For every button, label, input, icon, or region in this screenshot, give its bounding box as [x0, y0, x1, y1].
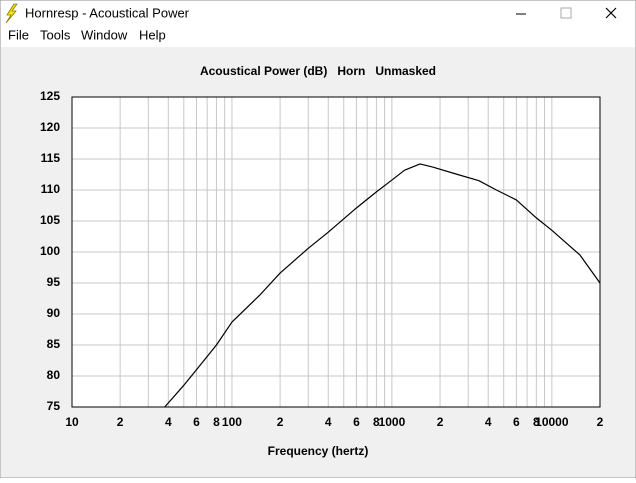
x-tick-label: 1000 [379, 415, 406, 429]
grid [71, 96, 601, 408]
title-and-menu-bar [1, 1, 635, 47]
x-tick-label: 10000 [535, 415, 569, 429]
window-title: Hornresp - Acoustical Power [25, 5, 190, 20]
y-tick-label: 125 [40, 89, 60, 103]
y-tick-label: 115 [41, 151, 61, 165]
x-tick-label: 8 [373, 415, 380, 429]
menu-item[interactable]: Tools [40, 27, 71, 42]
plot [164, 163, 601, 408]
x-tick-label: 2 [597, 415, 604, 429]
menu-item[interactable]: Window [81, 27, 128, 42]
app-icon [5, 3, 18, 24]
x-tick-label: 2 [437, 415, 444, 429]
x-tick-label: 6 [193, 415, 200, 429]
x-tick-label: 4 [325, 415, 332, 429]
y-tick-label: 100 [40, 244, 60, 258]
x-tick-label: 6 [353, 415, 360, 429]
x-tick-label: 6 [513, 415, 520, 429]
menu-item[interactable]: Help [139, 27, 166, 42]
y-tick-label: 75 [47, 399, 61, 413]
y-tick-label: 120 [40, 120, 60, 134]
x-axis-label: Frequency (hertz) [268, 444, 369, 458]
y-tick-label: 85 [47, 337, 61, 351]
x-tick-label: 4 [485, 415, 492, 429]
x-tick-label: 2 [277, 415, 284, 429]
close-button[interactable] [605, 7, 617, 19]
y-tick-label: 110 [41, 182, 61, 196]
x-tick-label: 100 [222, 415, 242, 429]
maximize-button[interactable] [560, 7, 572, 19]
x-tick-label: 8 [533, 415, 540, 429]
y-tick-label: 95 [47, 275, 61, 289]
plot-border [71, 96, 601, 408]
x-tick-label: 8 [213, 415, 220, 429]
chart-title: Acoustical Power (dB) Horn Unmasked [200, 64, 436, 78]
y-tick-label: 80 [47, 368, 61, 382]
x-tick-label: 2 [117, 415, 124, 429]
menu-item[interactable]: File [8, 27, 29, 42]
x-tick-label: 4 [165, 415, 172, 429]
y-tick-label: 90 [47, 306, 61, 320]
y-tick-label: 105 [40, 213, 60, 227]
x-tick-label: 10 [65, 415, 79, 429]
power-curve [164, 163, 601, 408]
